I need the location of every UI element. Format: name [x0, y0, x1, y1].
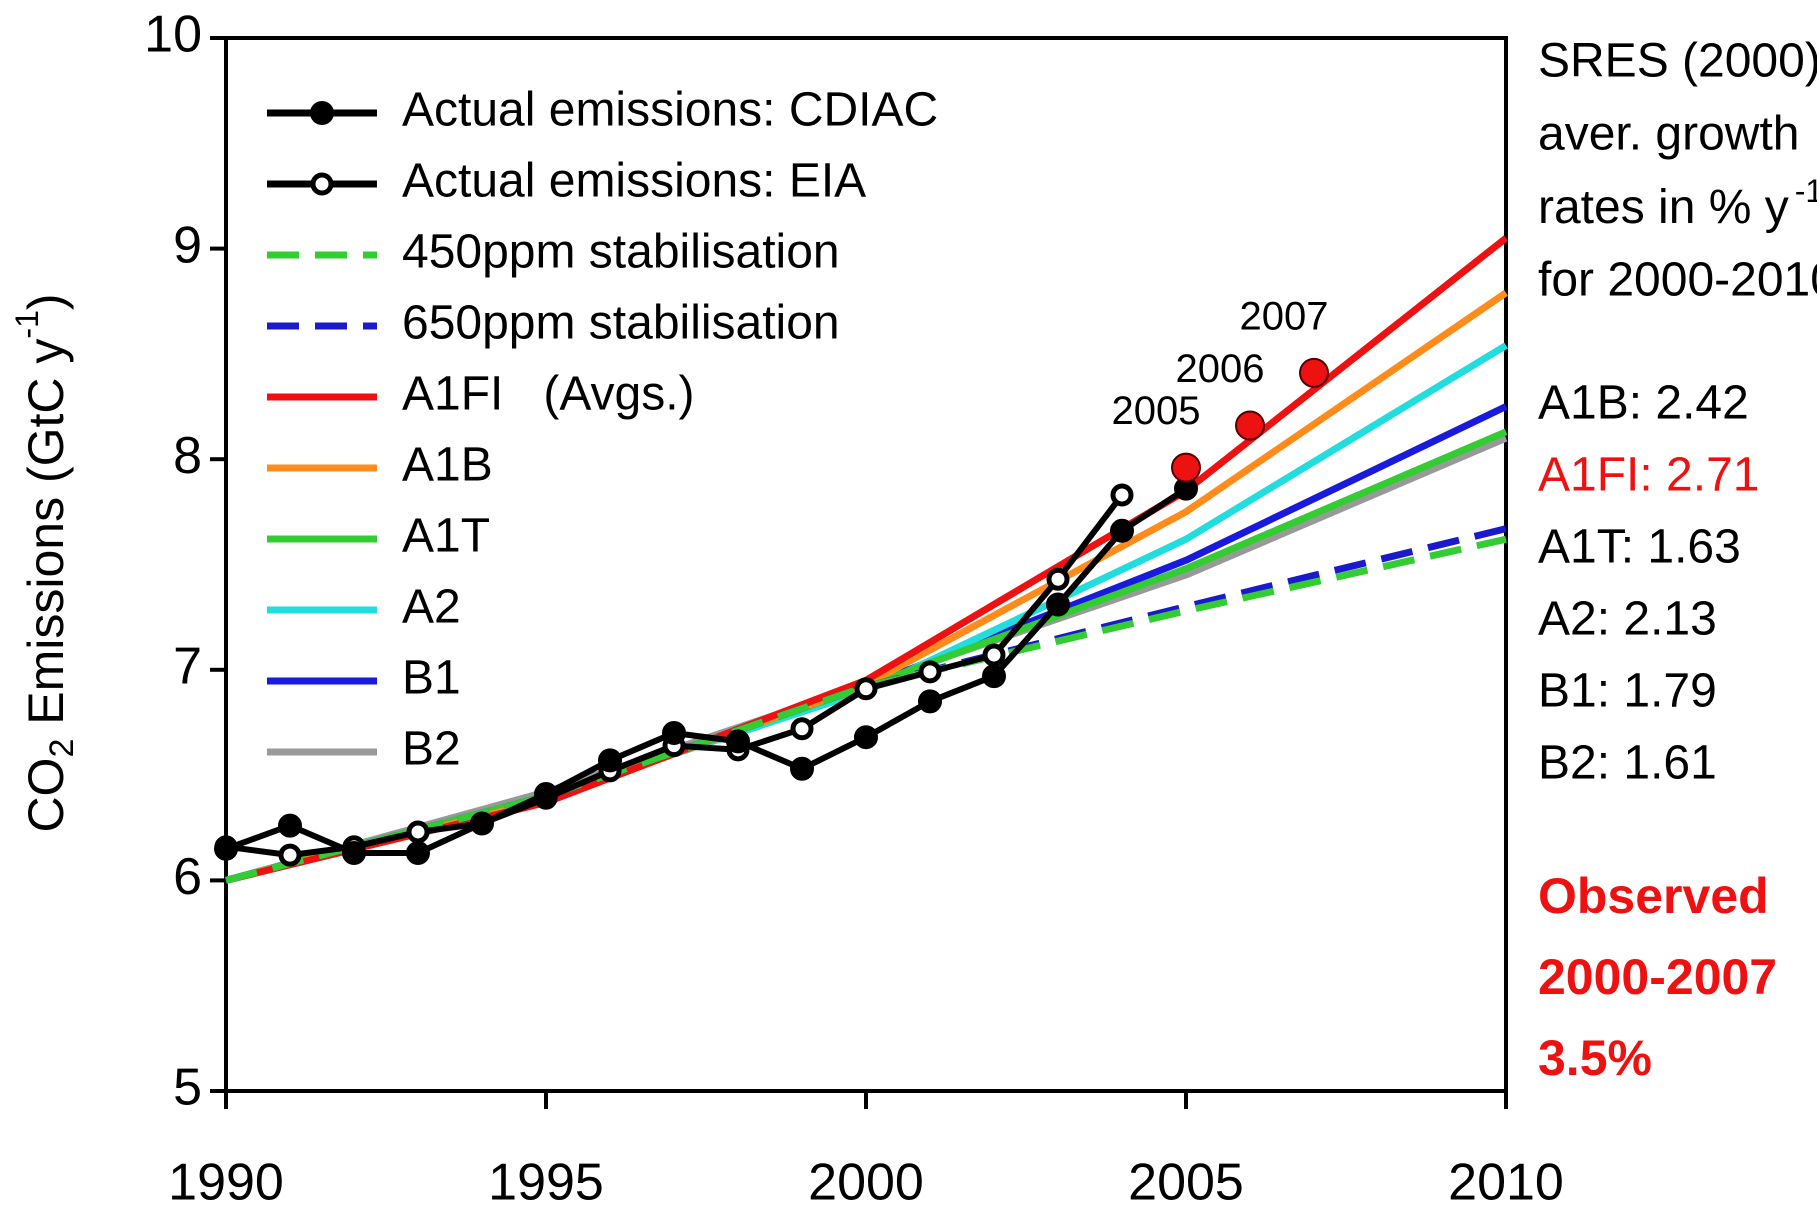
legend-marker [310, 172, 334, 196]
highlight-point [1299, 357, 1329, 388]
highlight-label: 2006 [1176, 347, 1265, 391]
x-tick-label: 2010 [1448, 1154, 1564, 1212]
observed-rate: 3.5% [1538, 1030, 1652, 1086]
x-tick-label: 2000 [808, 1154, 924, 1212]
y-tick-label: 5 [173, 1059, 202, 1117]
side-note-heading: SRES (2000) [1538, 35, 1817, 88]
series-line [225, 535, 1507, 884]
data-point [278, 813, 302, 838]
data-point [662, 720, 686, 745]
x-tick-label: 2005 [1128, 1154, 1244, 1212]
x-tick-label: 1990 [168, 1154, 284, 1212]
data-point [598, 748, 622, 773]
data-point [918, 689, 942, 714]
data-point [1046, 592, 1070, 617]
data-point [790, 717, 814, 741]
growth-rate: A1T: 1.63 [1538, 521, 1741, 574]
side-note-heading: aver. growth [1538, 108, 1799, 161]
highlight-point [1171, 452, 1201, 483]
legend-label: A2 [402, 581, 461, 634]
data-point [534, 782, 558, 807]
data-point [278, 843, 302, 867]
data-point [406, 820, 430, 844]
y-axis-label-part: CO [18, 758, 74, 833]
data-point [1110, 483, 1134, 507]
legend-label: B1 [402, 652, 461, 705]
y-axis-label-part: ) [18, 293, 74, 310]
y-tick-label: 9 [173, 216, 202, 274]
y-axis-label-part: Emissions (GtC y [18, 339, 74, 739]
y-tick-label: 7 [173, 638, 202, 696]
legend-label: A1FI (Avgs.) [402, 368, 695, 421]
data-point [854, 725, 878, 750]
data-point [982, 643, 1006, 667]
data-point [854, 677, 878, 701]
highlight-label: 2007 [1240, 294, 1329, 338]
data-point [726, 729, 750, 754]
y-tick-label: 10 [144, 6, 202, 64]
observed-rate: 2000-2007 [1538, 949, 1777, 1005]
growth-rate: A2: 2.13 [1538, 593, 1717, 646]
y-axis-label-part: 2 [43, 739, 81, 758]
growth-rate: A1B: 2.42 [1538, 377, 1749, 430]
data-point [214, 836, 238, 861]
data-point [470, 811, 494, 836]
data-point [342, 841, 366, 866]
side-note-rates-sup: -1 [1795, 173, 1817, 209]
legend-label: A1B [402, 439, 493, 492]
legend-marker [310, 101, 334, 125]
y-tick-label: 8 [173, 427, 202, 485]
data-point [918, 660, 942, 684]
growth-rate: B1: 1.79 [1538, 665, 1717, 718]
legend-label: 450ppm stabilisation [402, 226, 840, 279]
data-point [406, 841, 430, 866]
highlight-point [1235, 410, 1265, 441]
data-point [1110, 518, 1134, 543]
legend-label: B2 [402, 723, 461, 776]
side-note-period: for 2000-2010: [1538, 254, 1817, 307]
side-note-rates-text: rates in % y [1538, 181, 1789, 234]
data-point [790, 756, 814, 781]
x-tick-label: 1995 [488, 1154, 604, 1212]
observed-rate: Observed [1538, 868, 1769, 924]
data-point [982, 664, 1006, 689]
y-tick-label: 6 [173, 848, 202, 906]
data-point [1046, 567, 1070, 591]
legend-label: 650ppm stabilisation [402, 297, 840, 350]
series-line [224, 486, 1188, 856]
growth-rate: A1FI: 2.71 [1538, 449, 1759, 502]
side-note-rates: rates in % y -1 [1538, 173, 1817, 233]
y-axis-label-part: -1 [9, 310, 45, 338]
legend-label: A1T [402, 510, 490, 563]
legend-label: Actual emissions: EIA [402, 155, 866, 208]
growth-rate: B2: 1.61 [1538, 737, 1717, 790]
highlight-label: 2005 [1112, 389, 1201, 433]
legend-label: Actual emissions: CDIAC [402, 84, 938, 137]
y-axis-label: CO2 Emissions (GtC y-1) [9, 293, 81, 832]
